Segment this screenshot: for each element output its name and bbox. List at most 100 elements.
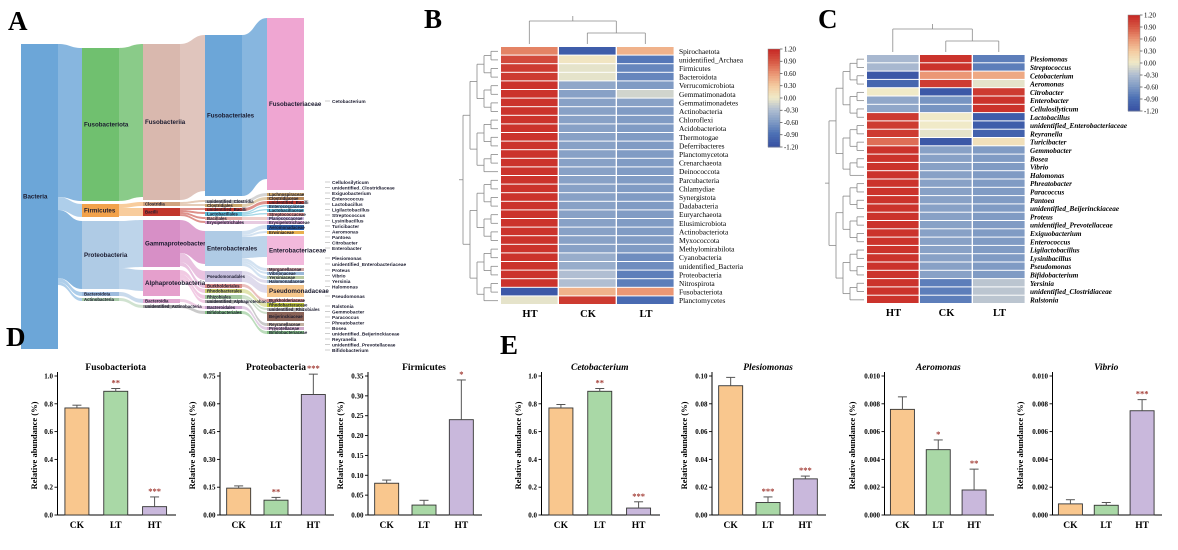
- significance-marker: *: [459, 369, 463, 379]
- sankey-link: [242, 205, 267, 214]
- heatmap-column-label: CK: [580, 309, 597, 320]
- colorbar-segment: [1128, 63, 1140, 66]
- sankey-node: [267, 299, 304, 302]
- colorbar-tick-label: 0.90: [784, 59, 796, 66]
- sankey-node: [205, 200, 242, 203]
- heatmap-cell: [920, 245, 972, 254]
- sankey-link: [242, 236, 267, 258]
- sankey-node: [82, 204, 119, 217]
- sankey-genus-label: Yersinia: [332, 279, 351, 285]
- colorbar-tick-label: 0.00: [1144, 60, 1156, 67]
- heatmap-cell: [501, 167, 558, 175]
- y-tick-label: 0.15: [203, 484, 216, 492]
- heatmap-cell: [867, 138, 919, 146]
- significance-marker: ***: [1136, 389, 1149, 399]
- y-tick-label: 0.8: [44, 400, 53, 408]
- sankey-node-label: Lachnospiraceae: [269, 192, 305, 197]
- sankey-genus-label: Citrobacter: [332, 240, 358, 246]
- heatmap-cell: [559, 270, 616, 279]
- sankey-link: [58, 44, 82, 201]
- colorbar-tick-label: 0.90: [1144, 24, 1156, 31]
- heatmap-cell: [867, 171, 919, 179]
- x-tick-label: CK: [380, 521, 395, 531]
- x-tick-label: LT: [932, 521, 944, 531]
- heatmap-row-label: Proteus: [1030, 213, 1053, 221]
- sankey-node: [143, 299, 180, 303]
- y-tick-label: 0.30: [203, 456, 216, 464]
- heatmap-cell: [867, 187, 919, 196]
- heatmap-cell: [559, 90, 616, 98]
- sankey-node-label: Pseudomonadaceae: [269, 288, 329, 295]
- sankey-link: [180, 278, 205, 303]
- y-tick-label: 0.010: [1032, 373, 1048, 381]
- heatmap-cell: [617, 115, 674, 124]
- heatmap-row-label: Reyranella: [1029, 130, 1063, 138]
- colorbar-segment: [1128, 41, 1140, 45]
- sankey-node: [205, 35, 242, 196]
- colorbar-segment: [768, 137, 780, 141]
- sankey-genus-label: Plesiomonas: [332, 256, 362, 262]
- sankey-node-label: Enterococcaceae: [269, 204, 305, 209]
- heatmap-cell: [559, 262, 616, 270]
- sankey-node: [205, 212, 242, 216]
- x-tick-label: LT: [418, 521, 430, 531]
- heatmap-cell: [617, 184, 674, 193]
- barchart-svg: Plesiomonas 0.00 0.02 0.04 0.06 0.08 0.10 Relat…: [679, 363, 826, 531]
- bar-ck: [548, 407, 574, 516]
- sankey-link: [180, 204, 205, 206]
- heatmap-row-label: Planctomycetota: [679, 150, 729, 159]
- heatmap-cell: [973, 113, 1025, 121]
- colorbar-segment: [1128, 65, 1140, 69]
- heatmap-cell: [920, 212, 972, 220]
- y-tick-label: 0.00: [351, 512, 364, 520]
- chart-title: Aeromonas: [915, 363, 961, 373]
- sankey-node-label: Reyranellaceae: [269, 322, 301, 327]
- heatmap-cell: [920, 254, 972, 262]
- heatmap-cell: [973, 121, 1025, 129]
- y-tick-label: 0.004: [864, 456, 880, 464]
- colorbar-tick-label: -1.20: [784, 144, 799, 151]
- colorbar-segment: [768, 102, 780, 106]
- sankey-node: [205, 306, 242, 309]
- sankey-node: [205, 208, 242, 211]
- sankey-node-label: Planococcaceae: [269, 216, 303, 221]
- sankey-node-label: Rhodobacterales: [207, 289, 242, 294]
- sankey-genus-label: Streptococcus: [332, 213, 366, 219]
- sankey-genus-label: Enterobacter: [332, 246, 362, 252]
- colorbar-segment: [768, 68, 780, 72]
- significance-marker: **: [272, 486, 281, 496]
- heatmap-cell: [867, 104, 919, 113]
- heatmap-cell: [920, 79, 972, 88]
- colorbar-segment: [768, 49, 780, 52]
- heatmap-cell: [559, 296, 616, 304]
- bar-ck: [1057, 503, 1083, 516]
- sankey-node: [205, 217, 242, 220]
- heatmap-row-label: Pseudomonas: [1030, 263, 1071, 271]
- sankey-node-label: unidentified_Clostridia: [207, 199, 254, 204]
- heatmap-row-label: unidentified_Beijerinckiaceae: [1030, 205, 1120, 213]
- sankey-link: [242, 274, 267, 293]
- heatmap-cell: [867, 295, 919, 303]
- y-tick-label: 0.02: [695, 484, 708, 492]
- heatmap-cell: [920, 71, 972, 79]
- sankey-node: [205, 271, 242, 282]
- sankey-node: [267, 327, 304, 330]
- sankey-genus-label: Halomonas: [332, 284, 358, 290]
- heatmap-cell: [617, 90, 674, 98]
- x-tick-label: CK: [554, 521, 569, 531]
- heatmap-cell: [867, 88, 919, 96]
- heatmap-row-label: Dadabacteria: [679, 202, 719, 211]
- heatmap-cell: [501, 296, 558, 304]
- sankey-link: [242, 300, 267, 326]
- heatmap-cell: [973, 71, 1025, 79]
- sankey-link: [242, 289, 267, 307]
- sankey-link: [58, 282, 82, 301]
- sankey-link: [242, 306, 267, 330]
- sankey-node: [205, 284, 242, 288]
- bar-ht: [300, 394, 326, 516]
- colorbar-segment: [1128, 51, 1140, 54]
- barchart-svg: Aeromonas 0.000 0.002 0.004 0.006 0.008 0.010 R…: [847, 363, 994, 531]
- sankey-node-label: Rhodobacteraceae: [269, 303, 308, 308]
- heatmap-cell: [501, 158, 558, 167]
- heatmap-cell: [973, 204, 1025, 212]
